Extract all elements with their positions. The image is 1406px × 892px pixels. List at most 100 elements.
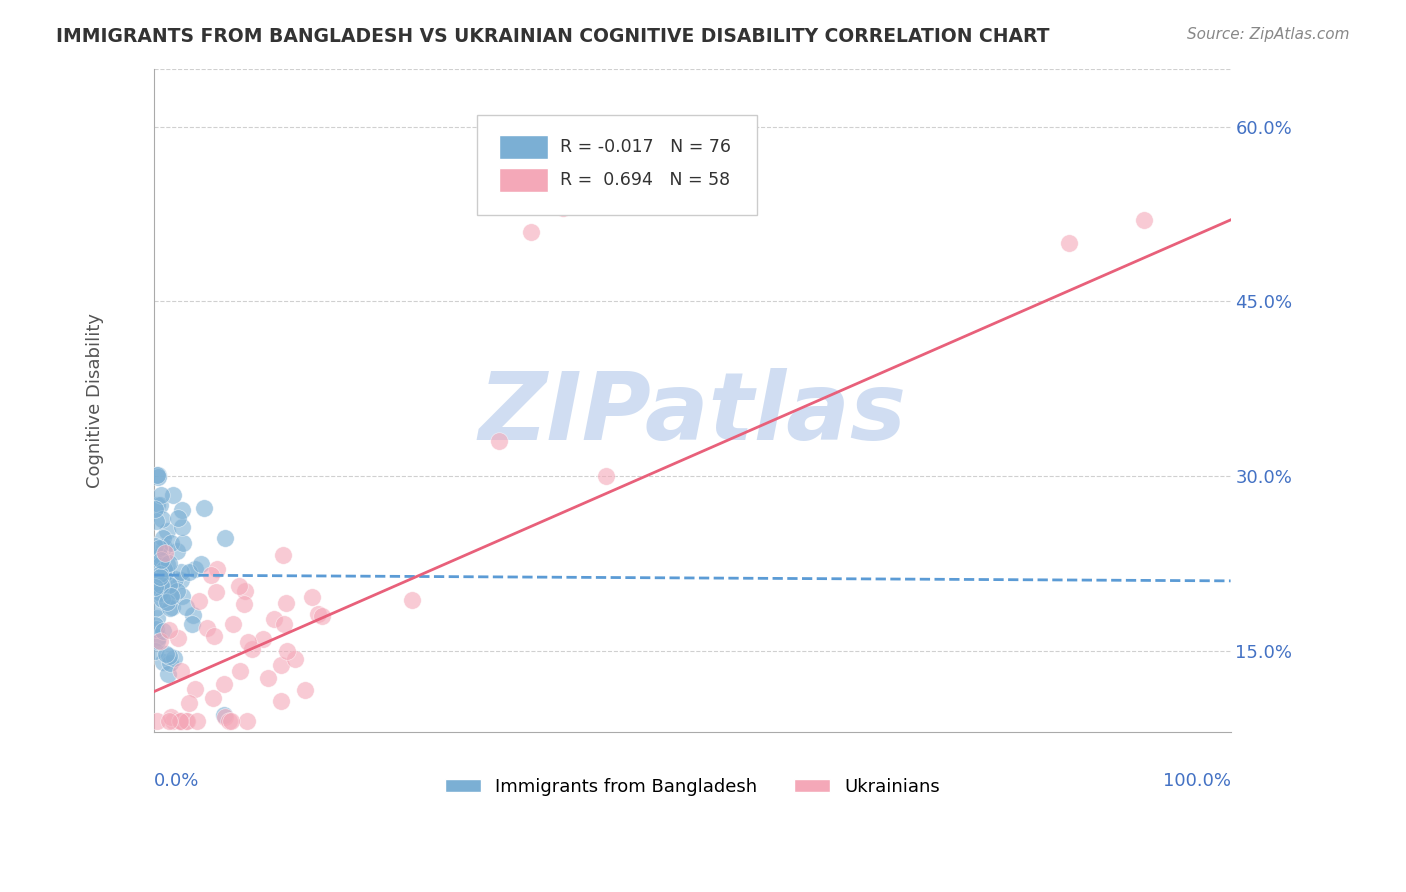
Text: 0.0%: 0.0% [155,772,200,790]
Point [149,549,172,564]
Point [150,571,173,585]
Point [152,540,174,554]
Point [301,590,323,604]
Point [146,470,169,484]
Point [229,665,252,679]
Point [153,546,176,560]
Point [152,624,174,639]
Point [145,622,167,636]
Point [163,650,186,665]
FancyBboxPatch shape [477,115,756,215]
Point [169,565,191,579]
Point [155,566,177,580]
Point [149,586,172,600]
Point [153,562,176,576]
Point [146,630,169,644]
Point [166,544,188,558]
Point [235,714,257,728]
Point [257,672,280,686]
Point [177,565,200,579]
Point [218,714,240,728]
Text: R =  0.694   N = 58: R = 0.694 N = 58 [560,171,730,189]
Point [197,621,219,635]
Point [159,589,181,603]
Point [152,531,174,545]
Point [170,589,193,603]
Point [160,535,183,549]
Point [146,714,169,728]
Point [150,577,173,591]
Point [193,500,215,515]
Point [252,632,274,646]
Point [186,714,208,728]
Point [172,535,194,549]
Point [148,467,170,482]
Point [162,714,184,728]
Point [146,611,169,625]
Point [159,656,181,670]
Point [204,585,226,599]
Point [212,707,235,722]
Point [174,714,197,728]
Point [520,225,543,239]
Point [149,584,172,599]
Point [274,596,297,610]
Point [146,467,169,482]
Point [159,589,181,603]
Point [155,647,177,661]
Point [1057,236,1080,251]
Point [145,558,167,573]
Point [150,512,173,526]
Point [170,519,193,533]
Point [162,488,184,502]
Point [553,201,575,215]
FancyBboxPatch shape [499,135,548,159]
Point [162,600,184,615]
Point [238,635,260,649]
Point [155,578,177,592]
Point [150,553,173,567]
Point [183,562,205,576]
Point [143,580,166,594]
Point [228,579,250,593]
Point [167,510,190,524]
Point [214,532,236,546]
Point [157,578,180,592]
Point [170,573,193,587]
Point [595,469,617,483]
Point [146,498,169,512]
Point [177,696,200,710]
Point [222,616,245,631]
Point [169,714,191,728]
Text: IMMIGRANTS FROM BANGLADESH VS UKRAINIAN COGNITIVE DISABILITY CORRELATION CHART: IMMIGRANTS FROM BANGLADESH VS UKRAINIAN … [56,27,1050,45]
Legend: Immigrants from Bangladesh, Ukrainians: Immigrants from Bangladesh, Ukrainians [437,771,948,803]
Point [221,714,243,728]
Point [488,434,510,449]
Point [170,714,193,728]
Point [172,502,194,516]
Point [156,524,179,538]
Point [1133,213,1156,227]
Text: R = -0.017   N = 76: R = -0.017 N = 76 [560,138,731,156]
Point [143,618,166,632]
Point [401,592,423,607]
Point [149,570,172,584]
Point [157,648,180,663]
Point [240,641,263,656]
Point [157,714,180,728]
Point [276,644,298,658]
Text: ZIPatlas: ZIPatlas [478,368,907,459]
Point [152,656,174,670]
Point [157,667,180,681]
Text: Cognitive Disability: Cognitive Disability [86,313,104,488]
Point [166,583,188,598]
Point [157,556,180,570]
Point [145,600,167,615]
Point [149,558,172,572]
Point [180,616,202,631]
FancyBboxPatch shape [499,168,548,192]
Point [150,592,173,607]
Point [205,562,228,576]
Point [145,514,167,528]
Point [273,616,295,631]
